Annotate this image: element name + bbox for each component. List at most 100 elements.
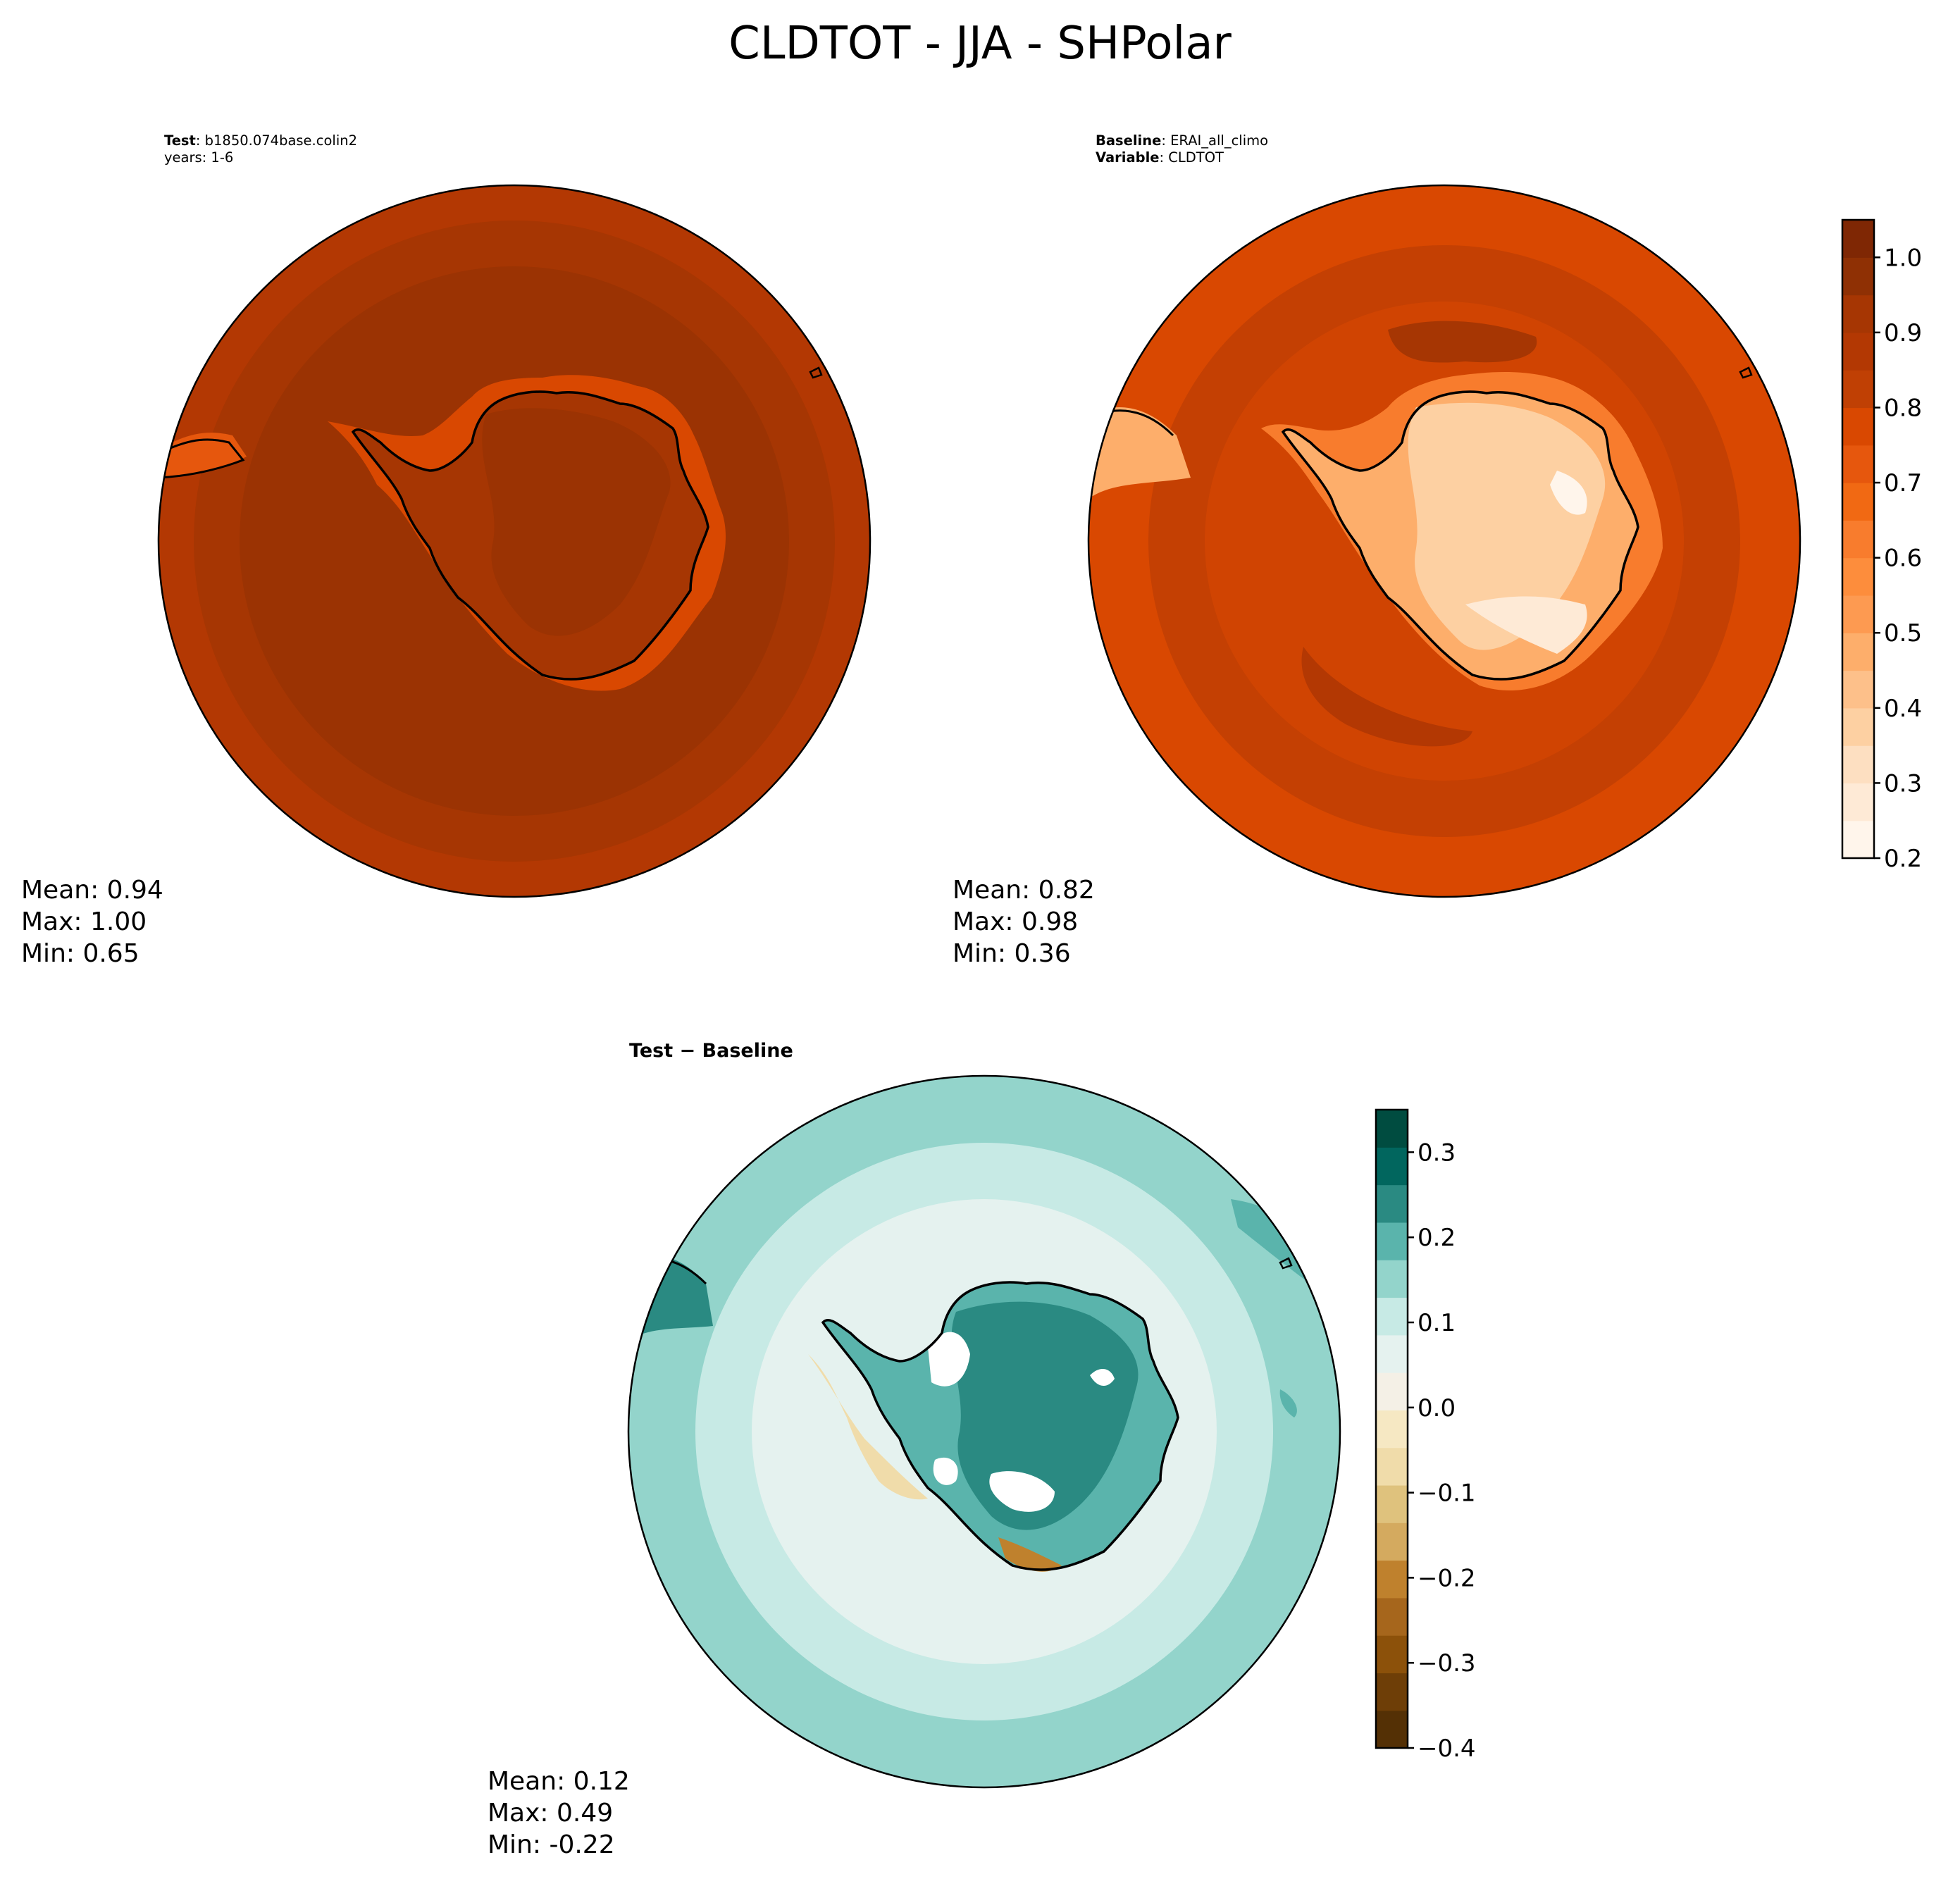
- cbar-cloud-segment: [1842, 445, 1874, 483]
- cbar-diff-segment: [1376, 1110, 1408, 1148]
- cbar-cloud-segment: [1842, 520, 1874, 559]
- cbar-diff-segment: [1376, 1410, 1408, 1449]
- cbar-diff-segment: [1376, 1710, 1408, 1749]
- cbar-diff-segment: [1376, 1597, 1408, 1636]
- stat-mean: Mean: 0.82: [953, 876, 1095, 905]
- map-test-boundary: [157, 184, 872, 898]
- colorbar-difference: 0.3 0.2 0.1 0.0 −0.1 −0.2 −0.3 −0.4: [1375, 1108, 1476, 1763]
- cbar-cloud-segment: [1842, 557, 1874, 596]
- cbar-cloud-segment: [1842, 595, 1874, 633]
- cbar-cloud-tick-label: 0.7: [1884, 469, 1922, 497]
- panel-test-header: Test: b1850.074base.colin2 years: 1-6: [164, 132, 357, 166]
- cbar-cloud-tick-label: 0.3: [1884, 769, 1922, 798]
- cbar-cloud-segment: [1842, 407, 1874, 446]
- map-difference-hole-1: [928, 1332, 970, 1387]
- stat-min: Min: 0.65: [21, 939, 139, 968]
- cbar-diff-segment: [1376, 1147, 1408, 1186]
- cbar-diff-segment: [1376, 1372, 1408, 1410]
- cbar-cloud-segment: [1842, 370, 1874, 409]
- map-difference: [627, 1074, 1341, 1789]
- cbar-cloud-segment: [1842, 257, 1874, 296]
- cbar-cloud-segment: [1842, 633, 1874, 671]
- cbar-cloud-frame: [1841, 218, 1875, 860]
- cbar-cloud-tick-label: 0.5: [1884, 619, 1922, 647]
- cbar-cloud-segment: [1842, 745, 1874, 784]
- map-test: [157, 184, 872, 898]
- cbar-cloud-segment: [1842, 332, 1874, 371]
- variable-name: : CLDTOT: [1160, 149, 1224, 166]
- cbar-diff-segment: [1376, 1523, 1408, 1561]
- test-label: Test: [164, 132, 196, 149]
- test-years: years: 1-6: [164, 149, 233, 166]
- cbar-cloud-segment: [1842, 783, 1874, 821]
- panel-baseline-header: Baseline: ERAI_all_climo Variable: CLDTO…: [1096, 132, 1268, 166]
- map-baseline-south-america: [1088, 407, 1191, 499]
- cbar-cloud-segment: [1842, 220, 1874, 258]
- figure-title: CLDTOT - JJA - SHPolar: [728, 18, 1232, 70]
- map-baseline-boundary: [1087, 184, 1801, 898]
- cbar-diff-segment: [1376, 1184, 1408, 1223]
- stat-max: Max: 0.98: [953, 907, 1078, 936]
- cbar-diff-tick-label: 0.3: [1418, 1139, 1456, 1167]
- cbar-cloud-tick-label: 0.4: [1884, 695, 1922, 723]
- cbar-diff-segment: [1376, 1560, 1408, 1599]
- cbar-cloud-tick-label: 1.0: [1884, 244, 1922, 272]
- colorbar-cloud-fraction: 0.2 0.3 0.4 0.5 0.6 0.7 0.8 0.9 1.0: [1841, 218, 1922, 873]
- panel-difference: Test − Baseline: [488, 1040, 1476, 1859]
- map-difference-hole-3: [989, 1471, 1055, 1512]
- cbar-diff-segment: [1376, 1260, 1408, 1298]
- cbar-diff-tick-label: −0.1: [1418, 1480, 1476, 1508]
- panel-baseline-stats: Mean: 0.82 Max: 0.98 Min: 0.36: [953, 876, 1095, 968]
- svg-text:Test: b1850.074base.colin2: Test: b1850.074base.colin2: [164, 132, 357, 149]
- cbar-cloud-segment: [1842, 294, 1874, 333]
- cbar-diff-segment: [1376, 1673, 1408, 1711]
- difference-title: Test − Baseline: [629, 1040, 793, 1062]
- map-baseline-dark-band-s: [1301, 647, 1472, 747]
- stat-mean: Mean: 0.94: [21, 876, 163, 905]
- svg-text:Baseline: ERAI_all_climo: Baseline: ERAI_all_climo: [1096, 132, 1268, 149]
- stat-min: Min: -0.22: [488, 1830, 615, 1859]
- cbar-diff-segment: [1376, 1484, 1408, 1523]
- cbar-cloud-tick-label: 0.2: [1884, 845, 1922, 873]
- variable-label: Variable: [1096, 149, 1160, 166]
- cbar-cloud-segment: [1842, 483, 1874, 521]
- panel-test-stats: Mean: 0.94 Max: 1.00 Min: 0.65: [21, 876, 163, 968]
- cbar-diff-segment: [1376, 1635, 1408, 1674]
- cbar-cloud-segment: [1842, 820, 1874, 859]
- map-difference-hole-2: [1090, 1368, 1115, 1387]
- panel-baseline: Baseline: ERAI_all_climo Variable: CLDTO…: [953, 132, 1922, 968]
- map-baseline-dark-band-n: [1388, 321, 1537, 363]
- svg-text:Variable: CLDTOT: Variable: CLDTOT: [1096, 149, 1224, 166]
- map-baseline-interior: [1408, 402, 1606, 650]
- baseline-label: Baseline: [1096, 132, 1161, 149]
- stat-mean: Mean: 0.12: [488, 1767, 630, 1796]
- map-baseline: [1087, 184, 1801, 898]
- stat-min: Min: 0.36: [953, 939, 1071, 968]
- stat-max: Max: 0.49: [488, 1799, 613, 1828]
- cbar-cloud-tick-label: 0.9: [1884, 319, 1922, 347]
- map-difference-peninsula-band: [808, 1354, 928, 1500]
- map-test-interior: [482, 408, 671, 636]
- cbar-cloud-segment: [1842, 707, 1874, 746]
- map-difference-negative-patch: [998, 1537, 1062, 1572]
- panel-test: Test: b1850.074base.colin2 years: 1-6 Me…: [21, 132, 872, 968]
- cbar-diff-tick-label: 0.0: [1418, 1394, 1456, 1422]
- cbar-diff-tick-label: −0.2: [1418, 1564, 1476, 1592]
- cbar-cloud-tick-label: 0.8: [1884, 394, 1922, 422]
- cbar-diff-tick-label: 0.2: [1418, 1224, 1456, 1252]
- cbar-diff-segment: [1376, 1447, 1408, 1486]
- cbar-diff-segment: [1376, 1297, 1408, 1336]
- cbar-diff-frame: [1375, 1108, 1409, 1749]
- map-difference-boundary: [627, 1074, 1341, 1789]
- cbar-diff-segment: [1376, 1222, 1408, 1260]
- cbar-diff-tick-label: 0.1: [1418, 1309, 1456, 1337]
- test-run-name: : b1850.074base.colin2: [196, 132, 357, 149]
- cbar-diff-segment: [1376, 1334, 1408, 1373]
- cbar-diff-tick-label: −0.3: [1418, 1649, 1476, 1678]
- cbar-diff-tick-label: −0.4: [1418, 1735, 1476, 1763]
- panel-difference-stats: Mean: 0.12 Max: 0.49 Min: -0.22: [488, 1767, 630, 1859]
- baseline-name: : ERAI_all_climo: [1161, 132, 1268, 149]
- stat-max: Max: 1.00: [21, 907, 147, 936]
- cbar-cloud-tick-label: 0.6: [1884, 545, 1922, 573]
